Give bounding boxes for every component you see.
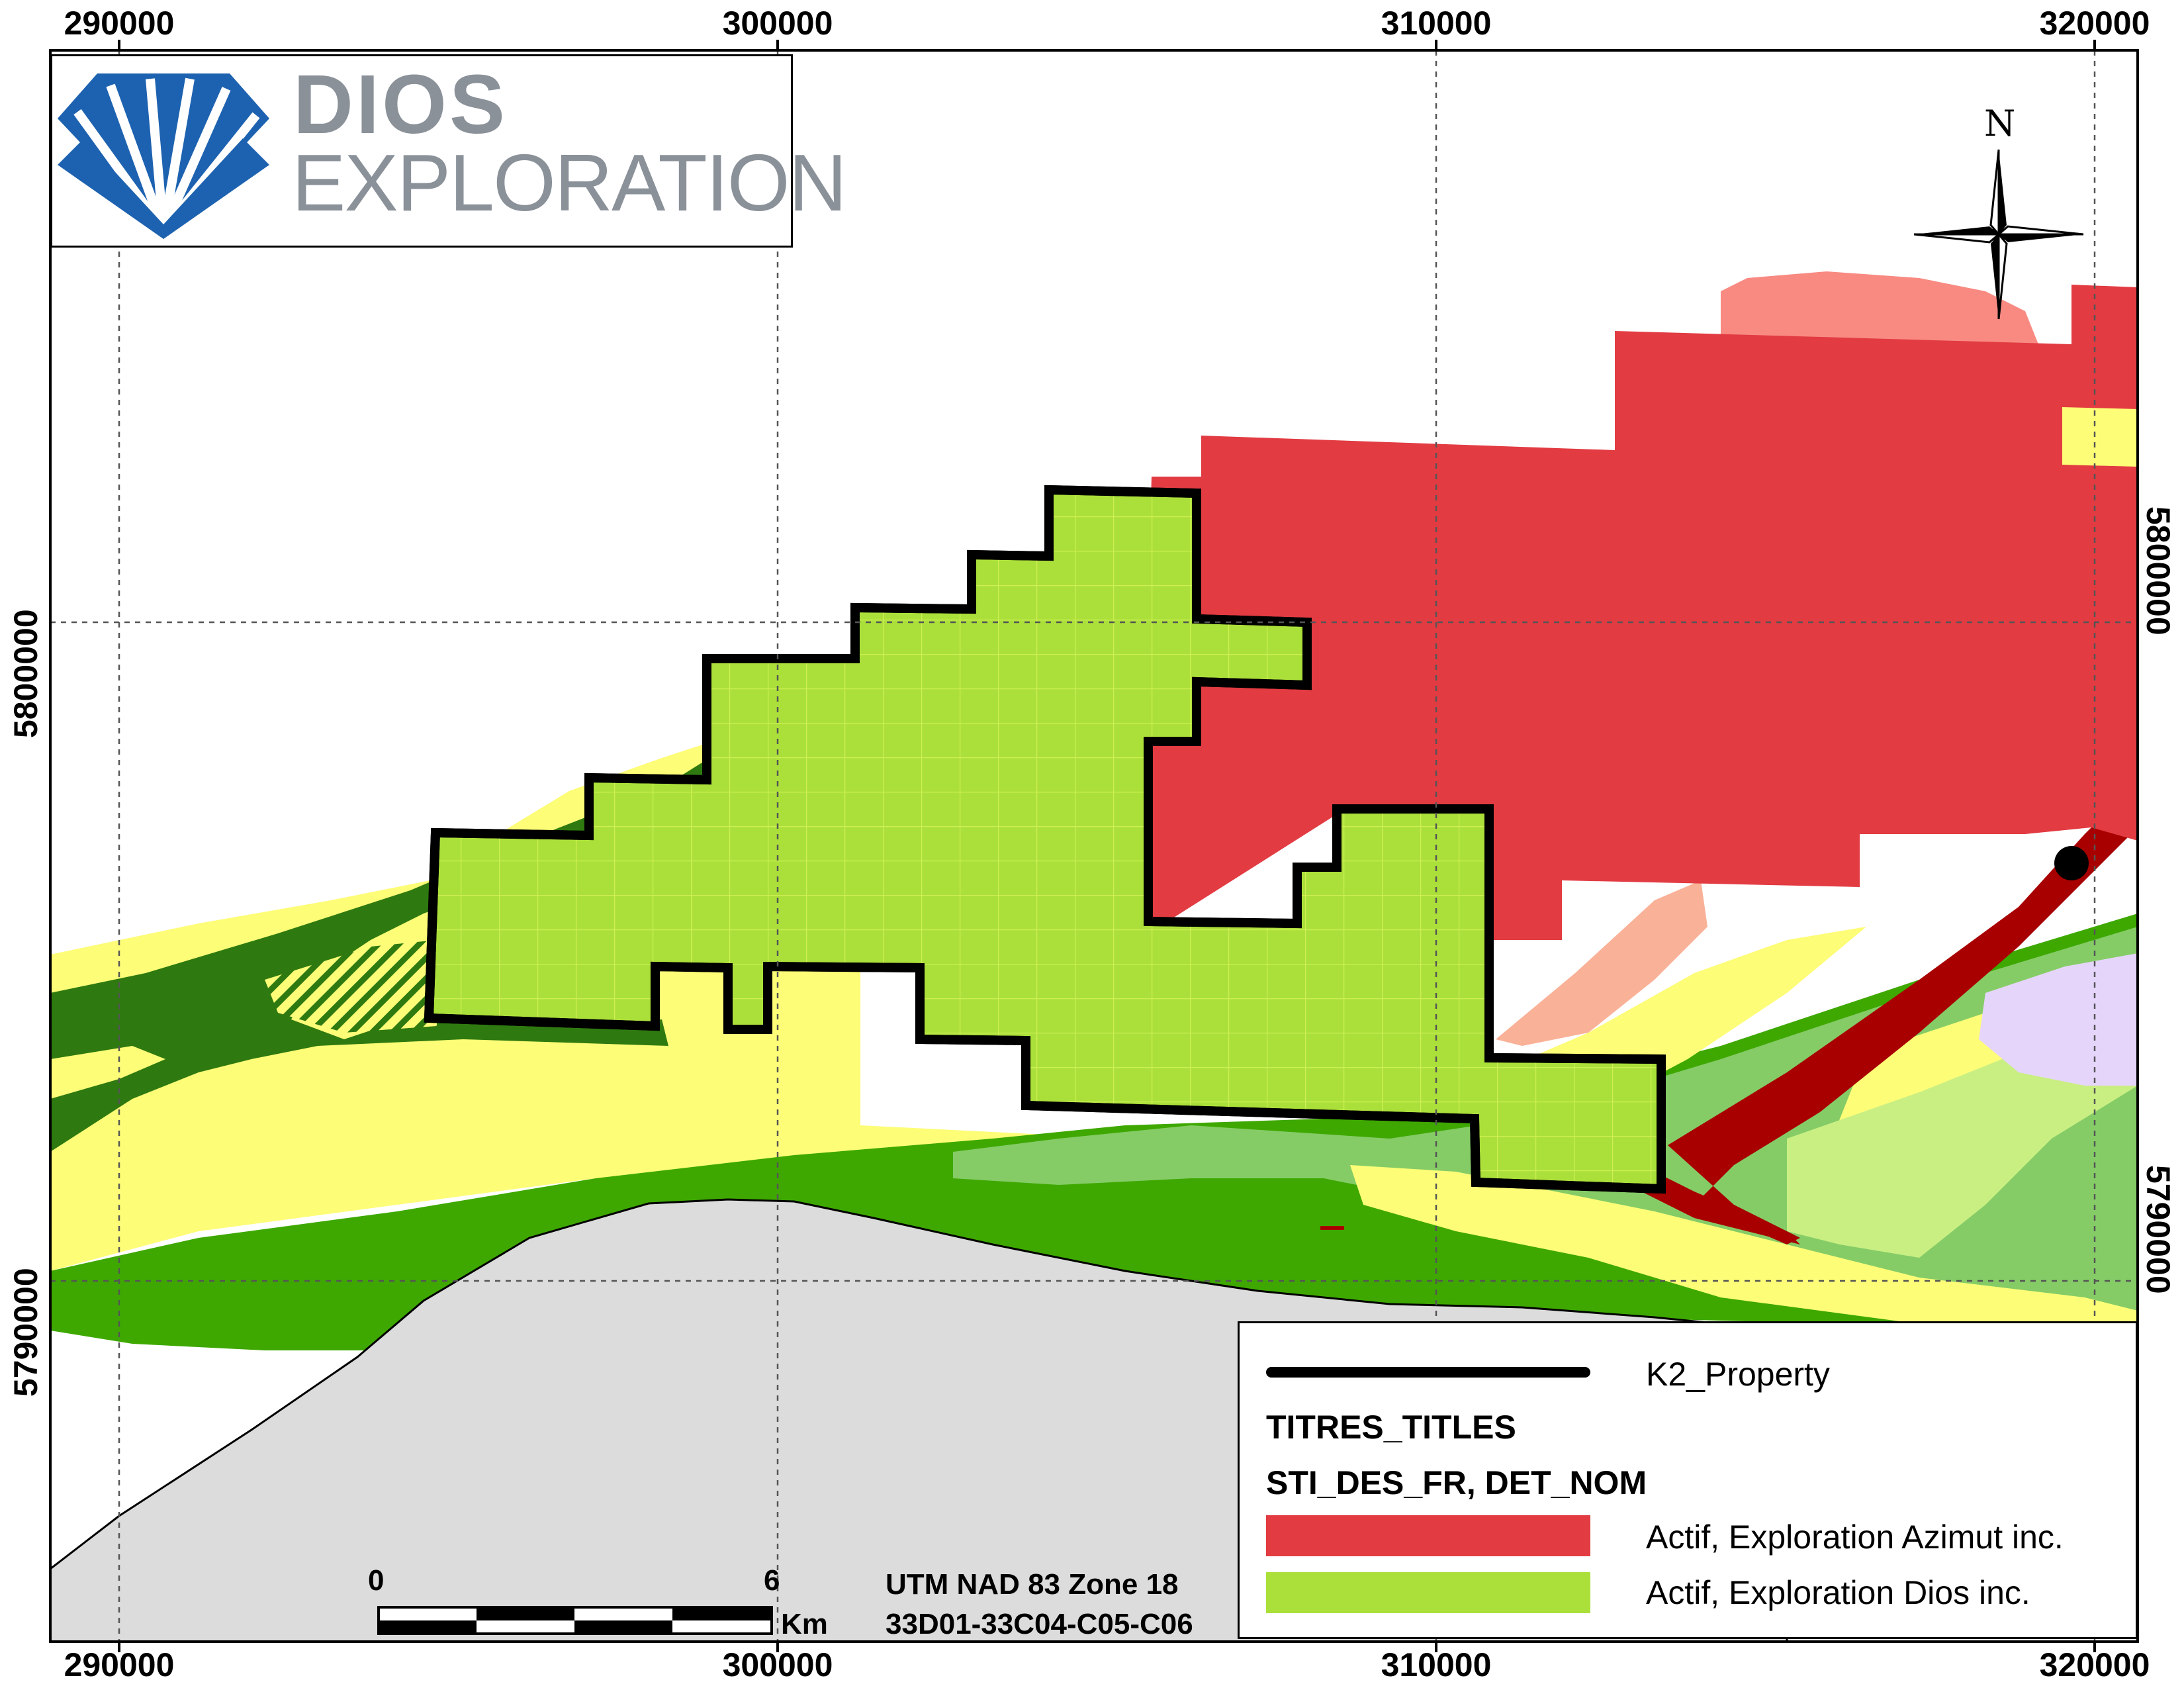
x-grid-label-290000: 290000: [64, 5, 175, 42]
y-grid-label-5790000: 5790000: [7, 1268, 44, 1397]
small-dike-mark: [1320, 1226, 1344, 1230]
y-grid-label-5790000-right: 5790000: [2140, 1165, 2177, 1294]
scale-unit-label: Km: [781, 1608, 828, 1640]
salmon-unit: [1721, 271, 2038, 351]
logo-text-dios: DIOS: [293, 58, 508, 151]
dark-red-dike-tail: [1641, 1172, 1800, 1244]
legend-swatch-dios: [1266, 1572, 1590, 1613]
k2-property-grid: [429, 490, 1661, 1189]
x-grid-label-300000: 300000: [722, 5, 833, 42]
map-legend: K2_Property TITRES_TITLES STI_DES_FR, DE…: [1238, 1321, 2138, 1639]
k2-property-outline: [424, 485, 1666, 1194]
legend-item-azimut: Actif, Exploration Azimut inc.: [1646, 1519, 2064, 1556]
yellow-patch: [50, 1046, 165, 1099]
legend-swatch-azimut: [1266, 1515, 1590, 1556]
company-logo: DIOS EXPLORATION: [50, 54, 847, 248]
hatched-unit: [265, 940, 437, 1033]
projection-datum: UTM NAD 83 Zone 18: [886, 1568, 1179, 1601]
projection-sheets: 33D01-33C04-C05-C06: [886, 1608, 1193, 1640]
black-dot-icon: [2054, 846, 2089, 880]
y-grid-label-5800000: 5800000: [7, 609, 44, 738]
legend-property-label: K2_Property: [1646, 1356, 1830, 1393]
azimut-claims: [1138, 285, 2138, 940]
legend-layer-title: TITRES_TITLES: [1266, 1409, 1516, 1446]
map-frame: [49, 49, 2139, 1643]
peach-unit: [1496, 880, 1707, 1046]
x-grid-label-320000: 320000: [2039, 5, 2150, 42]
yellow-unit-east: [1350, 1165, 2138, 1331]
dios-diamond-logo-icon: [58, 73, 269, 239]
dark-red-dike: [1668, 781, 2138, 1244]
x-grid-label-320000-bottom: 320000: [2039, 1646, 2150, 1683]
azimut-claims-yellow-strip: [2062, 407, 2138, 467]
x-grid-label-300000-bottom: 300000: [722, 1646, 833, 1683]
y-grid-label-5800000-right: 5800000: [2140, 506, 2177, 635]
x-grid-label-310000: 310000: [1381, 5, 1492, 42]
scale-bar: [377, 1606, 773, 1635]
compass-rose-icon: [1913, 149, 2084, 320]
scale-start-label: 0: [368, 1564, 385, 1597]
logo-text-exploration: EXPLORATION: [292, 138, 847, 228]
scale-end-label: 6: [764, 1564, 780, 1597]
x-grid-label-310000-bottom: 310000: [1381, 1646, 1492, 1683]
lavender-unit: [1979, 953, 2138, 1086]
legend-item-dios: Actif, Exploration Dios inc.: [1646, 1574, 2030, 1611]
x-grid-label-290000-bottom: 290000: [64, 1646, 175, 1683]
legend-property-line: [1266, 1367, 1590, 1378]
legend-field-title: STI_DES_FR, DET_NOM: [1266, 1464, 1647, 1501]
north-label: N: [1984, 103, 2016, 144]
